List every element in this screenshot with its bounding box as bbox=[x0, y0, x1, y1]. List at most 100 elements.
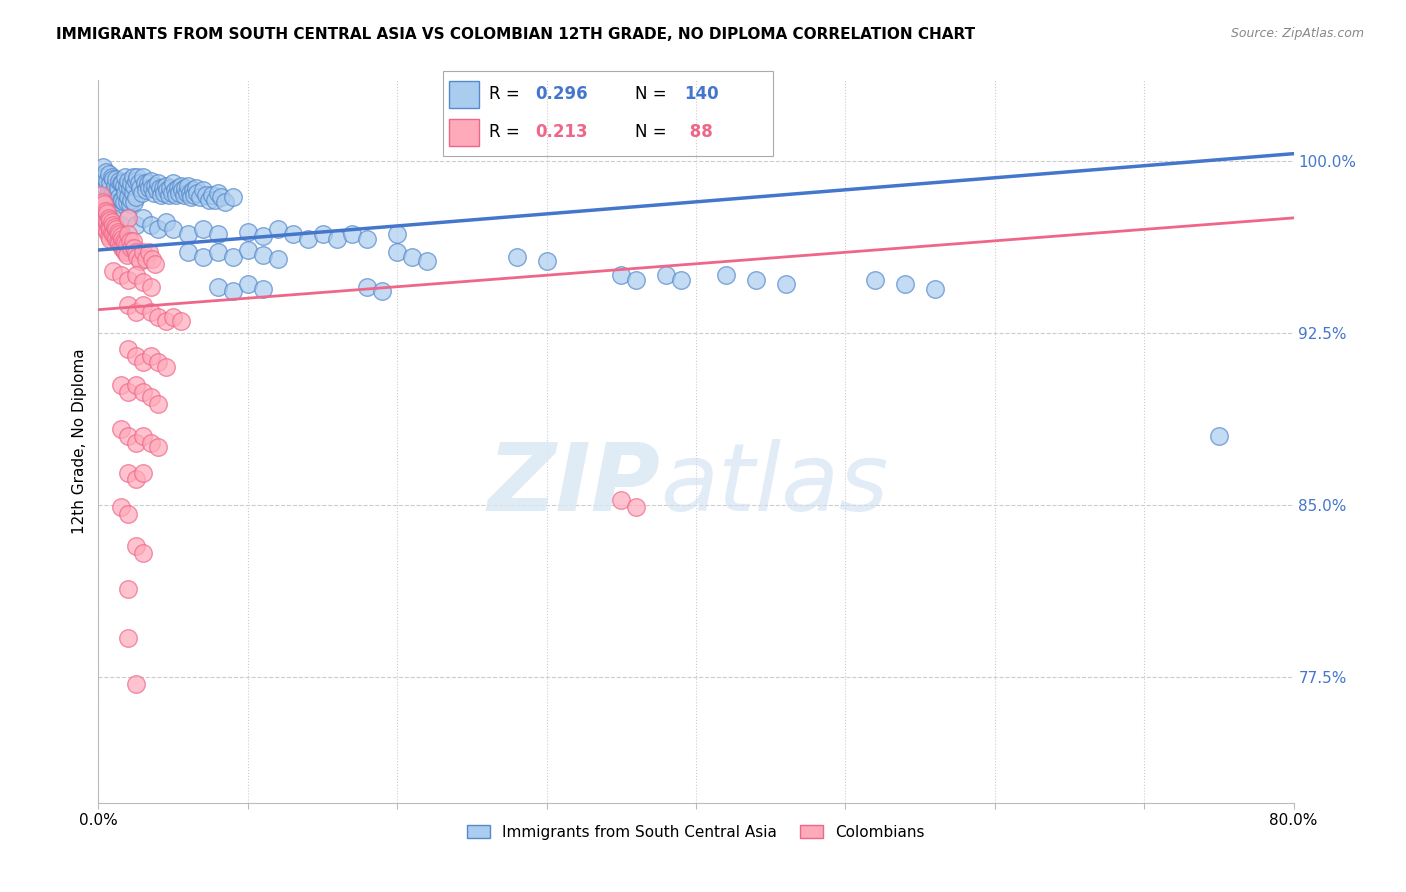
Point bbox=[160, 186, 183, 200]
Point bbox=[163, 183, 186, 197]
Point bbox=[97, 167, 120, 181]
Point bbox=[236, 225, 259, 239]
Point bbox=[141, 252, 163, 267]
Point bbox=[132, 546, 155, 560]
Point bbox=[155, 215, 177, 229]
Point bbox=[125, 539, 148, 553]
Point bbox=[128, 177, 150, 191]
Point bbox=[150, 188, 173, 202]
Point bbox=[125, 435, 148, 450]
Point bbox=[107, 181, 129, 195]
Point bbox=[172, 183, 194, 197]
Point bbox=[96, 215, 118, 229]
Point bbox=[91, 204, 114, 219]
Point bbox=[97, 211, 120, 225]
Point bbox=[149, 181, 172, 195]
Point bbox=[93, 169, 115, 184]
Text: atlas: atlas bbox=[661, 440, 889, 531]
Point bbox=[115, 238, 138, 252]
Point bbox=[117, 298, 139, 312]
Point bbox=[94, 213, 117, 227]
Point bbox=[91, 194, 114, 209]
Point bbox=[117, 466, 139, 480]
Text: 0.213: 0.213 bbox=[536, 123, 588, 141]
Point bbox=[865, 273, 887, 287]
Point bbox=[132, 466, 155, 480]
Point bbox=[96, 190, 118, 204]
Point bbox=[132, 211, 155, 225]
Point bbox=[112, 234, 135, 248]
Point bbox=[655, 268, 678, 283]
Point bbox=[96, 225, 118, 239]
Point bbox=[207, 279, 229, 293]
Point bbox=[94, 165, 117, 179]
Text: N =: N = bbox=[634, 123, 672, 141]
Point bbox=[114, 169, 136, 184]
Point bbox=[157, 188, 180, 202]
Point bbox=[148, 177, 170, 191]
Point bbox=[148, 440, 170, 454]
Text: R =: R = bbox=[489, 123, 526, 141]
Point bbox=[184, 181, 207, 195]
Point bbox=[118, 234, 141, 248]
Point bbox=[117, 582, 139, 597]
Point bbox=[135, 183, 157, 197]
Point bbox=[165, 188, 187, 202]
Point bbox=[117, 211, 139, 225]
Point bbox=[114, 245, 136, 260]
Point bbox=[117, 273, 139, 287]
Point bbox=[155, 314, 177, 328]
Point bbox=[97, 220, 120, 235]
Point bbox=[103, 172, 125, 186]
Point bbox=[156, 183, 179, 197]
Point bbox=[93, 197, 115, 211]
Point bbox=[98, 213, 122, 227]
Point bbox=[105, 222, 128, 236]
Point bbox=[536, 254, 558, 268]
Point bbox=[111, 231, 134, 245]
Point bbox=[181, 183, 204, 197]
Point bbox=[669, 273, 692, 287]
Point bbox=[124, 241, 146, 255]
Point bbox=[117, 507, 139, 521]
Point bbox=[281, 227, 304, 241]
Point bbox=[155, 178, 177, 193]
Point bbox=[252, 282, 274, 296]
Point bbox=[385, 227, 409, 241]
Text: N =: N = bbox=[634, 86, 672, 103]
Point bbox=[135, 252, 157, 267]
Point bbox=[132, 355, 155, 369]
Point bbox=[169, 314, 191, 328]
Point bbox=[131, 186, 153, 200]
Point bbox=[132, 385, 155, 400]
Point bbox=[132, 169, 155, 184]
Point bbox=[125, 378, 148, 392]
Point bbox=[236, 243, 259, 257]
Point bbox=[103, 211, 125, 225]
Point bbox=[506, 250, 529, 264]
Point bbox=[125, 245, 148, 260]
Point bbox=[104, 229, 127, 244]
Point bbox=[121, 186, 143, 200]
Point bbox=[132, 245, 155, 260]
Point bbox=[103, 188, 125, 202]
Point bbox=[98, 177, 122, 191]
Point bbox=[148, 222, 170, 236]
Point bbox=[207, 245, 229, 260]
Point bbox=[98, 193, 122, 207]
Point bbox=[125, 190, 148, 204]
Point bbox=[118, 181, 141, 195]
Point bbox=[124, 178, 146, 193]
Point bbox=[132, 298, 155, 312]
Point bbox=[112, 194, 135, 209]
Point bbox=[143, 178, 166, 193]
Point bbox=[90, 188, 112, 202]
Point bbox=[356, 231, 378, 245]
Point bbox=[267, 252, 290, 267]
Point bbox=[153, 186, 176, 200]
Point bbox=[94, 204, 117, 219]
Point bbox=[117, 342, 139, 356]
Point bbox=[166, 181, 188, 195]
Point bbox=[416, 254, 439, 268]
Y-axis label: 12th Grade, No Diploma: 12th Grade, No Diploma bbox=[72, 349, 87, 534]
